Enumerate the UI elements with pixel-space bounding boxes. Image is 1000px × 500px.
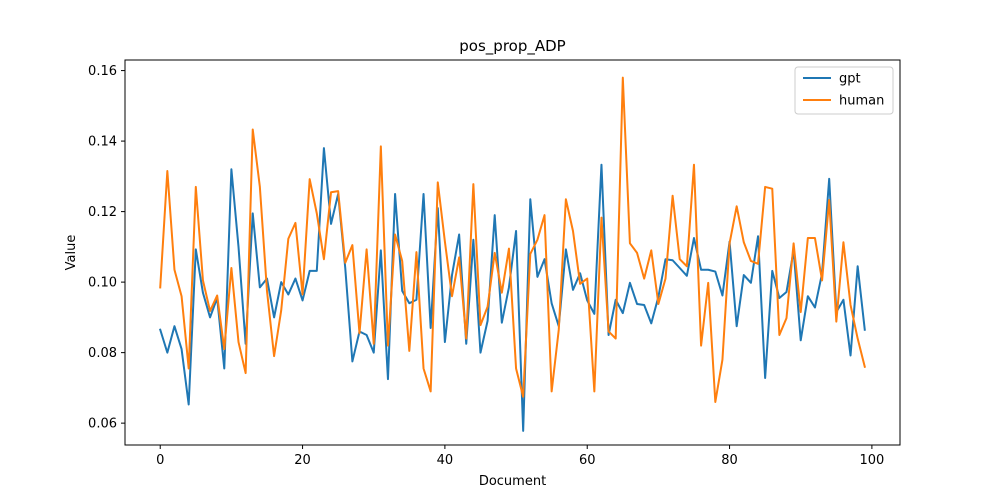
y-tick-label: 0.12 [88, 205, 117, 220]
legend-label-gpt: gpt [839, 72, 861, 87]
x-tick-label: 0 [156, 453, 164, 468]
x-tick-label: 60 [579, 453, 596, 468]
x-tick-label: 80 [721, 453, 738, 468]
x-tick-label: 40 [437, 453, 454, 468]
x-axis-title: Document [479, 474, 546, 489]
y-tick-label: 0.08 [88, 346, 117, 361]
x-tick-label: 100 [859, 453, 884, 468]
series-line-human [159, 76, 866, 403]
x-tick-label: 20 [294, 453, 311, 468]
chart-title: pos_prop_ADP [459, 37, 565, 56]
y-tick-label: 0.06 [88, 417, 117, 432]
y-axis: 0.06 0.08 0.10 0.12 0.14 0.16 [88, 64, 125, 432]
y-tick-label: 0.16 [88, 64, 117, 79]
legend-label-human: human [839, 94, 884, 109]
x-axis: 0 20 40 60 80 100 [156, 445, 884, 468]
y-axis-title: Value [64, 235, 79, 271]
y-tick-label: 0.10 [88, 276, 117, 291]
series-line-gpt [158, 147, 866, 432]
plot-frame [124, 59, 901, 446]
legend: gpt human [794, 66, 894, 115]
series-layer [158, 76, 866, 432]
y-tick-label: 0.14 [88, 135, 117, 150]
